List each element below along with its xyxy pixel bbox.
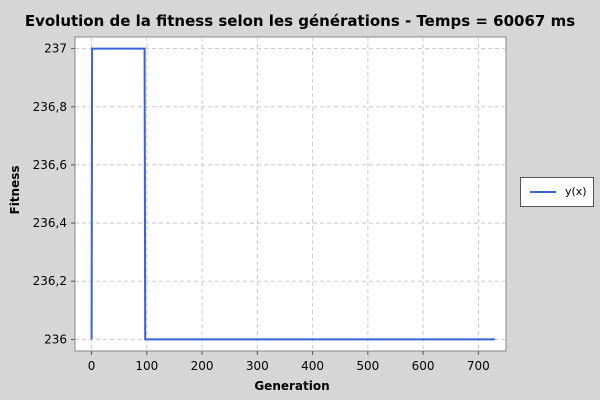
x-tick-label: 0 <box>88 359 96 373</box>
legend-label: y(x) <box>565 185 587 198</box>
x-tick-label: 500 <box>356 359 379 373</box>
x-tick-label: 600 <box>412 359 435 373</box>
plot-area <box>74 36 507 352</box>
y-axis-title: Fitness <box>8 165 22 214</box>
series-line <box>90 47 495 341</box>
legend-swatch <box>530 191 556 193</box>
y-tick-label: 236,6 <box>33 158 67 172</box>
y-tick-label: 236,2 <box>33 274 67 288</box>
x-tick-label: 400 <box>301 359 324 373</box>
x-tick-label: 700 <box>467 359 490 373</box>
y-tick-label: 237 <box>44 42 67 56</box>
axis-layer: 0 100 200 300 400 500 600 700 236 236,2 236,4 236,6… <box>33 42 490 373</box>
x-tick-label: 100 <box>135 359 158 373</box>
x-tick-label: 200 <box>191 359 214 373</box>
legend: y(x) <box>520 177 594 207</box>
y-tick-label: 236,8 <box>33 100 67 114</box>
y-tick-label: 236,4 <box>33 216 67 230</box>
x-axis-title: Generation <box>254 379 329 393</box>
y-tick-label: 236 <box>44 332 67 346</box>
series-layer <box>90 47 495 341</box>
x-tick-label: 300 <box>246 359 269 373</box>
chart-title: Evolution de la fitness selon les généra… <box>24 12 576 30</box>
